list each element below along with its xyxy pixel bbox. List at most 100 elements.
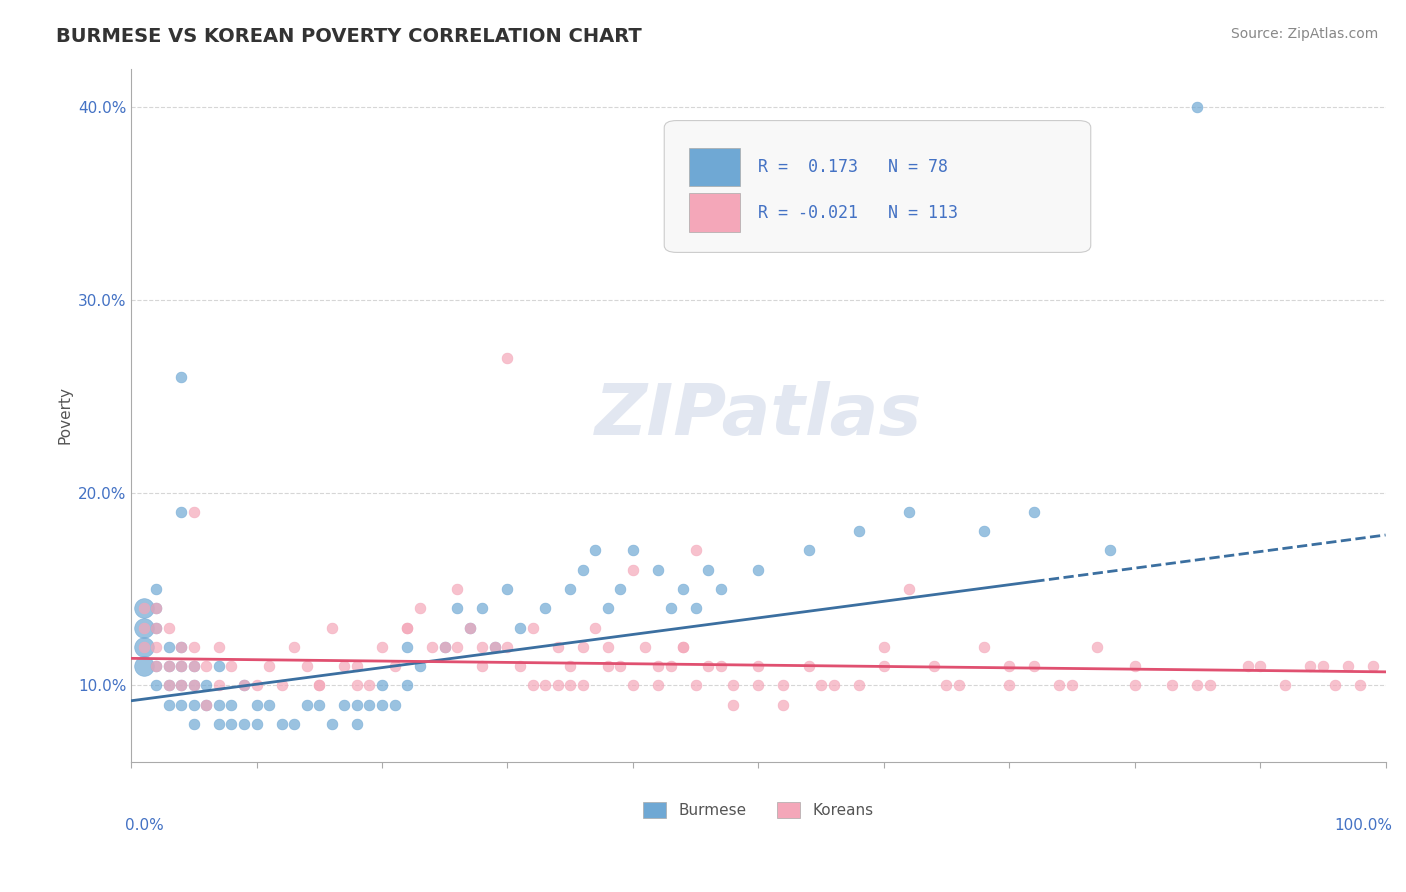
Point [157,678,180,692]
Point [973,524,995,538]
Point [571,678,593,692]
Point [547,640,569,654]
Point [1199,678,1222,692]
Point [233,678,256,692]
Point [308,698,330,712]
Point [384,659,406,673]
Point [747,563,769,577]
Point [1350,678,1372,692]
Point [935,678,957,692]
Point [446,582,468,596]
Point [685,601,707,615]
Point [998,678,1021,692]
Point [647,659,669,673]
Point [697,659,720,673]
Point [484,640,506,654]
Point [922,659,945,673]
Point [471,601,494,615]
Point [359,698,381,712]
Point [596,601,619,615]
Point [823,678,845,692]
Point [270,678,292,692]
Point [697,563,720,577]
Point [257,698,280,712]
Point [596,659,619,673]
Point [183,678,205,692]
Point [170,678,193,692]
Point [810,678,832,692]
Point [1312,659,1334,673]
Point [1274,678,1296,692]
Point [195,698,218,712]
Point [420,640,443,654]
Point [1098,543,1121,558]
Point [408,659,430,673]
Point [157,659,180,673]
Point [208,640,231,654]
Point [195,698,218,712]
Point [183,678,205,692]
Point [1123,659,1146,673]
Point [747,678,769,692]
Point [534,601,557,615]
Point [672,582,695,596]
Point [321,717,343,731]
Point [157,698,180,712]
Point [1324,678,1347,692]
Point [183,659,205,673]
Point [458,620,481,634]
Point [621,678,644,692]
Point [145,620,167,634]
Point [621,543,644,558]
Point [433,640,456,654]
Point [496,640,519,654]
Point [183,505,205,519]
Point [346,717,368,731]
Text: BURMESE VS KOREAN POVERTY CORRELATION CHART: BURMESE VS KOREAN POVERTY CORRELATION CH… [56,27,643,45]
Point [183,659,205,673]
Point [145,601,167,615]
Point [446,640,468,654]
Point [1187,100,1209,114]
Point [998,659,1021,673]
Point [371,698,394,712]
Point [471,659,494,673]
Point [170,659,193,673]
Point [583,620,606,634]
Point [221,659,243,673]
Point [685,543,707,558]
Point [897,582,920,596]
Point [647,678,669,692]
Point [396,678,419,692]
Point [571,563,593,577]
Point [132,659,155,673]
Point [1024,659,1046,673]
Point [396,640,419,654]
Point [1236,659,1258,673]
Point [183,640,205,654]
Point [1299,659,1322,673]
Point [346,678,368,692]
Point [157,620,180,634]
Point [659,659,682,673]
Point [371,678,394,692]
Point [346,659,368,673]
Point [170,640,193,654]
Point [772,678,794,692]
Point [195,659,218,673]
Point [797,543,820,558]
Point [321,620,343,634]
Point [1337,659,1360,673]
Point [1362,659,1385,673]
Point [157,678,180,692]
Point [1047,678,1070,692]
Point [659,601,682,615]
Point [685,678,707,692]
Point [308,678,330,692]
Point [647,563,669,577]
Text: ZIPatlas: ZIPatlas [595,381,922,450]
Point [1085,640,1108,654]
Point [270,717,292,731]
Point [208,717,231,731]
Point [145,620,167,634]
